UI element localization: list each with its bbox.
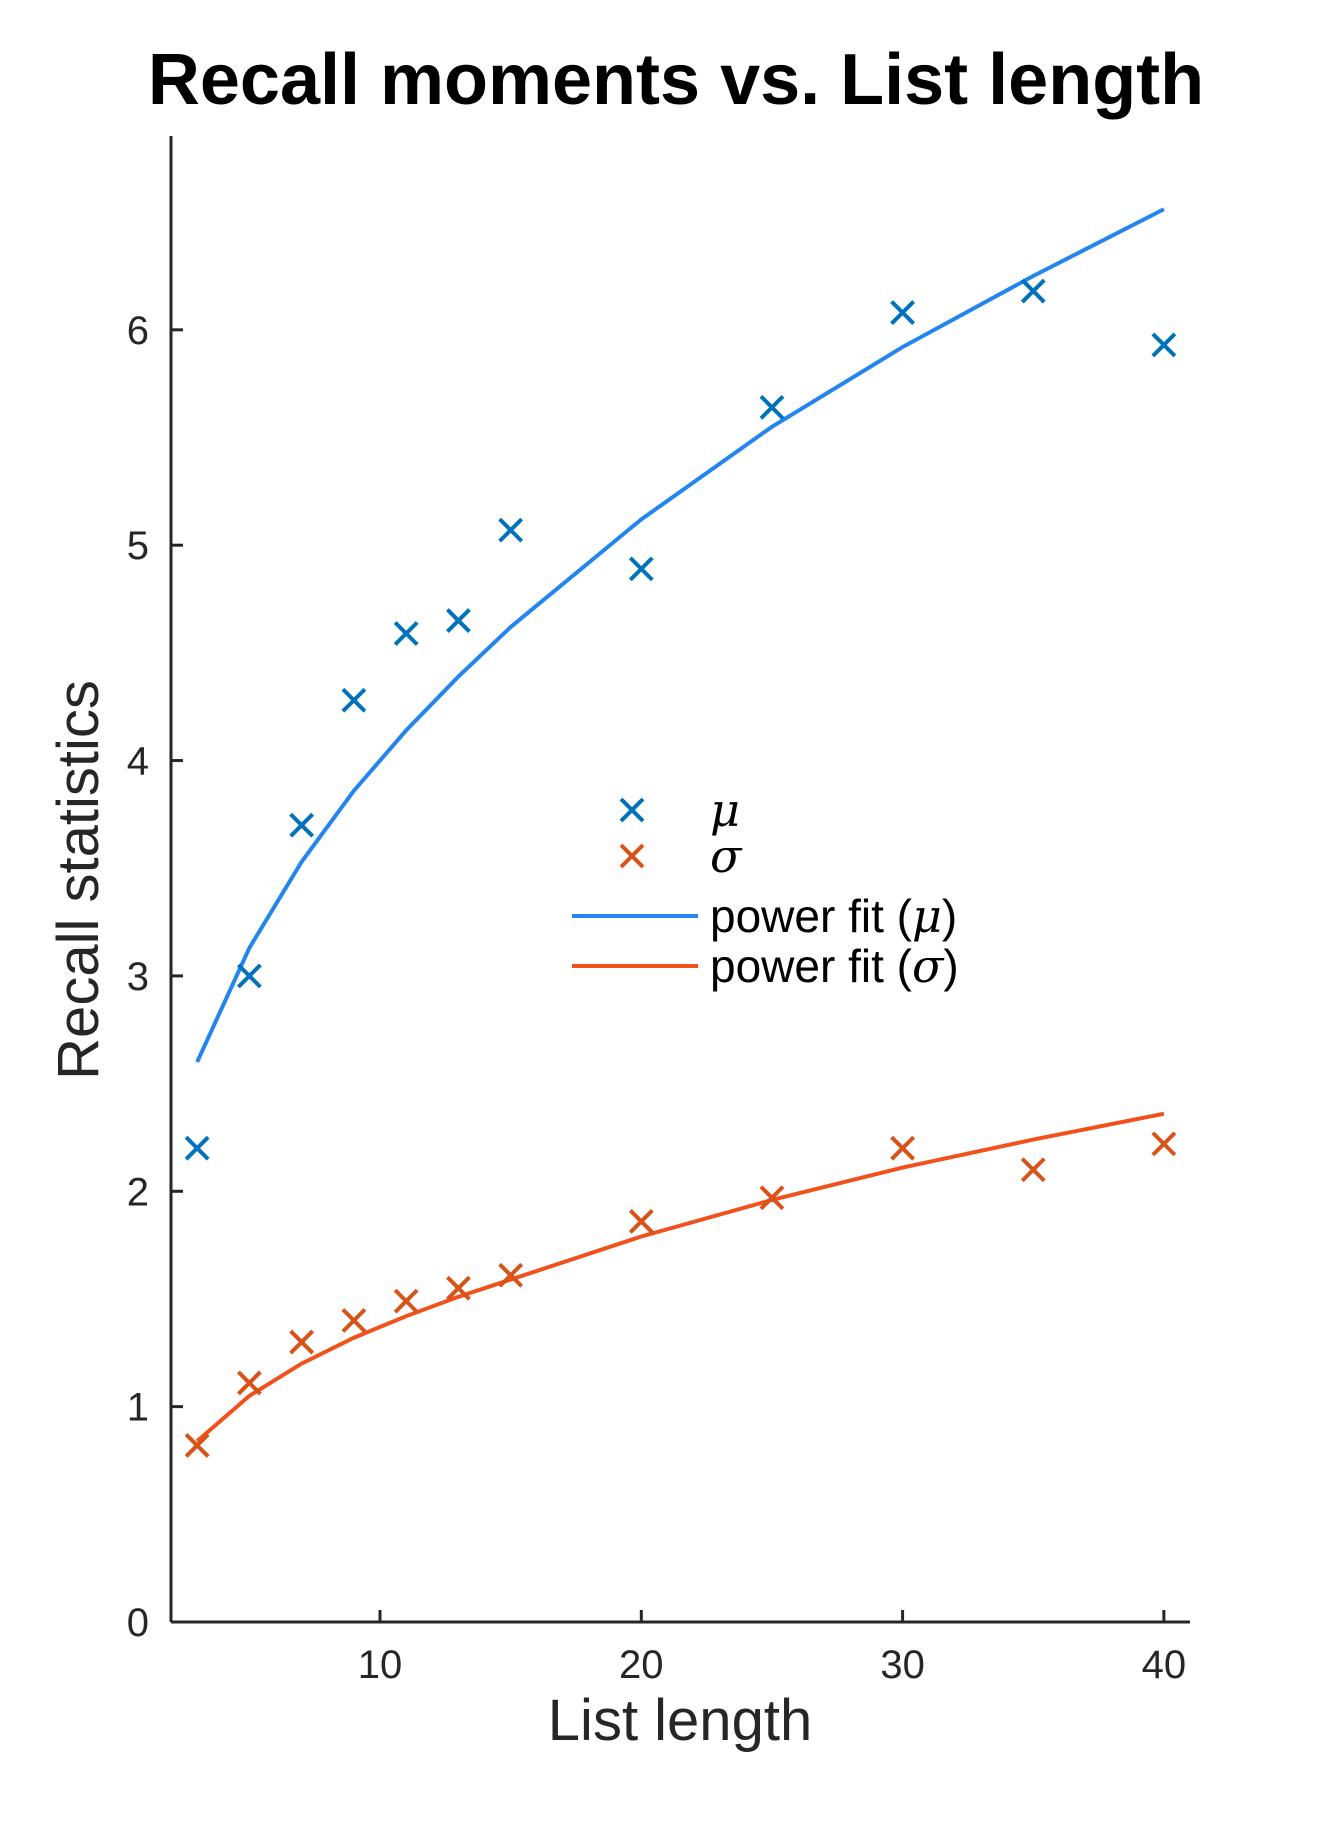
x-ticks: 10 20 30 40 [358,1610,1186,1687]
data-point [1020,1157,1046,1183]
legend-label: power fit (σ) [710,939,959,993]
data-point [236,963,262,989]
fit-line-3 [195,1111,1165,1443]
legend-label-symbol: σ [912,939,945,993]
legend-label: power fit (μ) [710,889,957,943]
data-point [1151,332,1177,358]
fit-line-2 [195,207,1165,1063]
legend-marker [619,797,645,823]
data-point [289,1329,315,1355]
legend-label: μ [710,783,740,837]
legend-entry: power fit (μ) [572,889,957,943]
y-tick-label: 1 [127,1386,149,1430]
x-tick-label: 20 [619,1643,664,1687]
y-ticks: 0 1 2 3 4 5 6 [127,309,183,1645]
data-point [236,1370,262,1396]
legend-label: σ [710,829,743,883]
x-tick-label: 40 [1142,1643,1187,1687]
y-tick-label: 0 [127,1601,149,1645]
y-tick-label: 2 [127,1170,149,1214]
data-point [1020,278,1046,304]
legend-entry: power fit (σ) [572,939,959,993]
x-axis-label: List length [548,1688,812,1753]
data-point [628,556,654,582]
legend-label-prefix: power fit ( [710,940,913,992]
marker-series-1 [184,1131,1177,1458]
plot-area: 10 20 30 40 0 1 2 3 4 5 6 [127,136,1190,1687]
data-point [498,517,524,543]
data-point [341,1308,367,1333]
legend-label-suffix: ) [943,940,958,992]
data-point [890,300,916,326]
data-point [759,1185,785,1211]
chart-title: Recall moments vs. List length [148,40,1204,120]
data-point [289,812,315,838]
data-point [184,1432,210,1458]
legend-entry: σ [619,829,743,883]
series-layer [184,207,1177,1458]
data-point [498,1262,524,1288]
x-tick-label: 30 [880,1643,925,1687]
data-point [1151,1131,1177,1157]
data-point [445,1275,471,1301]
data-point [890,1135,916,1161]
data-point [393,1288,419,1314]
legend-label-prefix: power fit ( [710,890,913,942]
data-point [445,608,471,633]
legend-marker [619,843,645,869]
data-point [341,687,367,713]
y-tick-label: 6 [127,309,149,353]
y-axis-label: Recall statistics [46,680,111,1080]
data-point [759,394,785,420]
data-point [628,1209,654,1234]
y-tick-label: 5 [127,524,149,568]
data-point [184,1135,210,1161]
x-tick-label: 10 [358,1643,403,1687]
legend-label-symbol: μ [912,889,942,943]
marker-series-0 [184,278,1177,1161]
legend-label-suffix: ) [942,890,957,942]
y-tick-label: 4 [127,740,149,784]
y-tick-label: 3 [127,955,149,999]
legend-entry: μ [619,783,740,837]
data-point [393,621,419,646]
